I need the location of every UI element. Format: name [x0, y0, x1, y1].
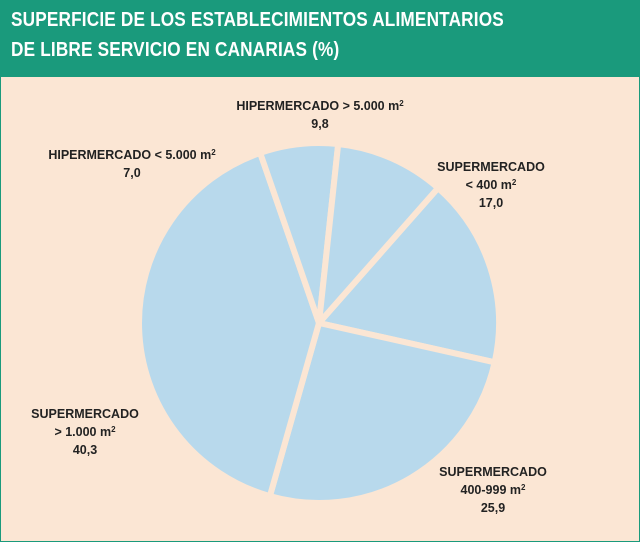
slice-label-supermercado-lt-400: SUPERMERCADO < 400 m2 17,0	[431, 158, 551, 212]
slice-label-line1: HIPERMERCADO < 5.000 m2	[48, 148, 216, 162]
slice-value-label: 40,3	[72, 443, 98, 457]
slice-label-supermercado-gt-1000: SUPERMERCADO > 1.000 m2 40,3	[25, 405, 145, 459]
slice-label-hipermercado-lt-5000: HIPERMERCADO < 5.000 m2 7,0	[37, 146, 227, 182]
slice-label-line2: > 1.000 m2	[54, 425, 116, 439]
slice-label-line2: < 400 m2	[465, 178, 517, 192]
slice-value-label: 7,0	[123, 166, 141, 180]
pie-slice-supermercado-gt-1000	[136, 149, 323, 500]
chart-title-line-2: DE LIBRE SERVICIO EN CANARIAS (%)	[11, 39, 340, 61]
pie-slice-supermercado-lt-400	[313, 183, 502, 366]
pie-slice-supermercado-400-999	[266, 319, 499, 506]
slice-label-line2: 400-999 m2	[460, 483, 526, 497]
slice-value-label: 25,9	[480, 501, 506, 515]
slice-label-line1: HIPERMERCADO > 5.000 m2	[236, 99, 404, 113]
slice-label-line1: SUPERMERCADO	[31, 407, 139, 421]
pie-slice-hipermercado-gt-5000	[315, 140, 443, 333]
slice-label-hipermercado-gt-5000: HIPERMERCADO > 5.000 m2 9,8	[225, 97, 415, 133]
chart-title-line-1: SUPERFICIE DE LOS ESTABLECIMIENTOS ALIME…	[11, 9, 504, 31]
slice-value-label: 17,0	[478, 196, 504, 210]
slice-label-line1: SUPERMERCADO	[437, 160, 545, 174]
slice-label-line1: SUPERMERCADO	[439, 465, 547, 479]
chart-header: SUPERFICIE DE LOS ESTABLECIMIENTOS ALIME…	[1, 1, 639, 77]
slice-label-supermercado-400-999: SUPERMERCADO 400-999 m2 25,9	[433, 463, 553, 517]
slice-value-label: 9,8	[311, 117, 329, 131]
